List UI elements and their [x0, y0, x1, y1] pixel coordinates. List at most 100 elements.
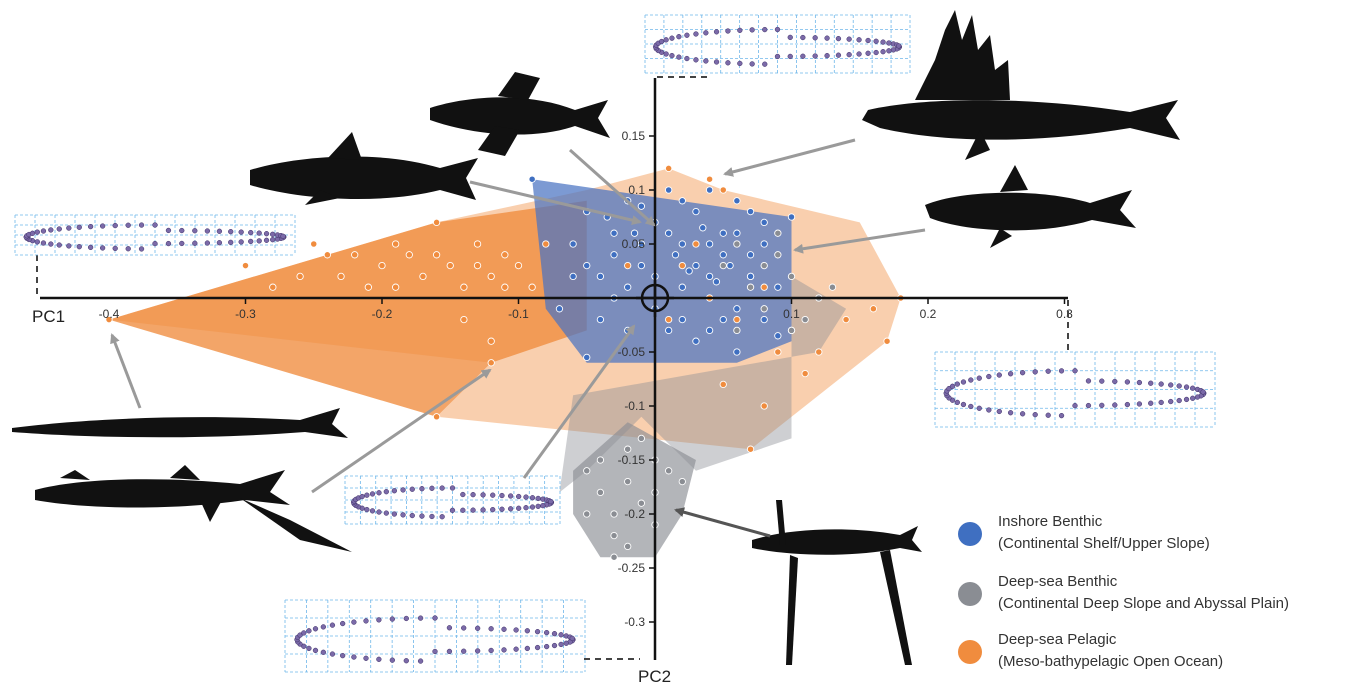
inshore-benthic-point [705, 186, 714, 194]
deep-sea-benthic-point [746, 283, 755, 291]
arrow-tripod-fish [674, 507, 771, 538]
deep-sea-pelagic-point [678, 261, 686, 270]
inshore-benthic-point [596, 272, 605, 281]
deep-sea-pelagic-point [869, 305, 878, 313]
inshore-benthic-point [665, 186, 673, 194]
deep-sea-pelagic-point [665, 164, 673, 173]
deep-sea-benthic-point [596, 456, 605, 464]
deep-sea-benthic-point [787, 326, 796, 335]
inshore-benthic-point [610, 229, 618, 237]
shark-icon [250, 132, 478, 205]
inshore-benthic-point [624, 283, 632, 291]
outline-grid-right [934, 351, 1216, 428]
inshore-benthic-point [665, 326, 673, 335]
outline-grids [14, 14, 1216, 673]
y-axis-title: PC2 [638, 667, 671, 684]
deep-sea-benthic-point [760, 305, 768, 313]
deep-sea-pelagic-point [760, 283, 768, 291]
legend-swatch-inshore-benthic [958, 522, 982, 546]
outline-grid-center [344, 475, 561, 525]
deep-sea-benthic-point [637, 434, 645, 443]
inshore-benthic-point [760, 240, 768, 248]
deep-sea-pelagic-point [719, 380, 727, 389]
deep-sea-pelagic-point [269, 283, 277, 291]
arrow-shark [469, 180, 642, 226]
legend: Inshore Benthic (Continental Shelf/Upper… [958, 513, 1289, 670]
inshore-benthic-point [774, 283, 782, 291]
deep-sea-pelagic-point [391, 283, 400, 291]
deep-sea-pelagic-point [405, 251, 413, 259]
deep-sea-fish-icon [35, 465, 352, 552]
inshore-benthic-point [665, 229, 673, 237]
deep-sea-benthic-point [828, 283, 837, 291]
inshore-benthic-point [787, 213, 796, 221]
x-ticks: -0.3 -0.2 -0.1 0.1 0.2 0.3 -0.4 [99, 298, 1073, 321]
inshore-benthic-point [637, 240, 645, 248]
deep-sea-pelagic-point [501, 251, 509, 259]
deep-sea-pelagic-point [391, 240, 400, 248]
x-tick-label: 0.2 [920, 307, 937, 321]
deep-sea-pelagic-point [665, 315, 673, 324]
deep-sea-benthic-point [774, 229, 782, 237]
arrow-flying-fish [569, 148, 656, 227]
deep-sea-pelagic-point [419, 272, 427, 281]
deep-sea-pelagic-point [296, 272, 304, 281]
deep-sea-pelagic-point [746, 445, 755, 453]
arrow-sailfish [723, 138, 856, 177]
y-tick-label: 0.15 [622, 129, 646, 143]
deep-sea-pelagic-inner-hull [109, 200, 587, 417]
inshore-benthic-point [692, 207, 700, 216]
x-tick-label: 0.3 [1056, 307, 1073, 321]
outline-grid-left [14, 214, 296, 256]
deep-sea-benthic-point [624, 542, 632, 551]
deep-sea-pelagic-point [815, 348, 823, 356]
deep-sea-pelagic-point [733, 315, 741, 324]
deep-sea-pelagic-point [774, 348, 782, 356]
inshore-benthic-point [569, 272, 577, 281]
y-tick-label: -0.3 [624, 615, 645, 629]
deep-sea-benthic-inner-hull [573, 422, 696, 558]
eel-fish-icon [12, 408, 348, 438]
inshore-benthic-point [705, 272, 714, 281]
inshore-benthic-point [685, 267, 693, 275]
inshore-benthic-point [583, 353, 591, 362]
deep-sea-pelagic-point [241, 261, 250, 270]
inshore-benthic-point [678, 283, 686, 291]
inshore-benthic-point [637, 202, 645, 210]
deep-sea-pelagic-point [719, 186, 727, 194]
x-tick-label: -0.3 [235, 307, 256, 321]
deep-sea-pelagic-point [760, 402, 768, 410]
deep-sea-benthic-hull [559, 276, 847, 493]
outline-grid-bottom [284, 599, 586, 673]
tripod-fish-icon [752, 500, 922, 665]
inshore-benthic-point [630, 229, 639, 237]
inshore-benthic-point [678, 240, 686, 248]
deep-sea-pelagic-point [323, 251, 332, 259]
deep-sea-benthic-point [665, 467, 673, 475]
deep-sea-benthic-point [596, 488, 605, 497]
inshore-benthic-point [678, 315, 686, 324]
inshore-benthic-point [528, 175, 536, 183]
x-axis-title: PC1 [32, 307, 65, 326]
legend-sublabel-inshore-benthic: (Continental Shelf/Upper Slope) [998, 535, 1210, 552]
deep-sea-benthic-point [733, 240, 741, 248]
flying-fish-icon [430, 72, 610, 156]
pointer-arrows [110, 138, 926, 538]
deep-sea-benthic-point [610, 510, 618, 518]
inshore-benthic-point [637, 261, 645, 270]
inshore-benthic-point [692, 261, 700, 270]
deep-sea-benthic-point [624, 477, 632, 486]
inshore-benthic-point [671, 251, 680, 259]
y-tick-label: 0.1 [628, 183, 645, 197]
deep-sea-pelagic-point [432, 251, 441, 259]
outline-connectors [36, 76, 1069, 660]
inshore-benthic-point [583, 261, 591, 270]
inshore-benthic-hull [532, 179, 792, 363]
deep-sea-pelagic-point [364, 283, 372, 291]
deep-sea-pelagic-point [378, 261, 386, 270]
deep-sea-benthic-point [801, 315, 809, 324]
deep-sea-pelagic-point [460, 283, 468, 291]
deep-sea-pelagic-point [446, 261, 454, 270]
inshore-benthic-point [719, 315, 727, 324]
